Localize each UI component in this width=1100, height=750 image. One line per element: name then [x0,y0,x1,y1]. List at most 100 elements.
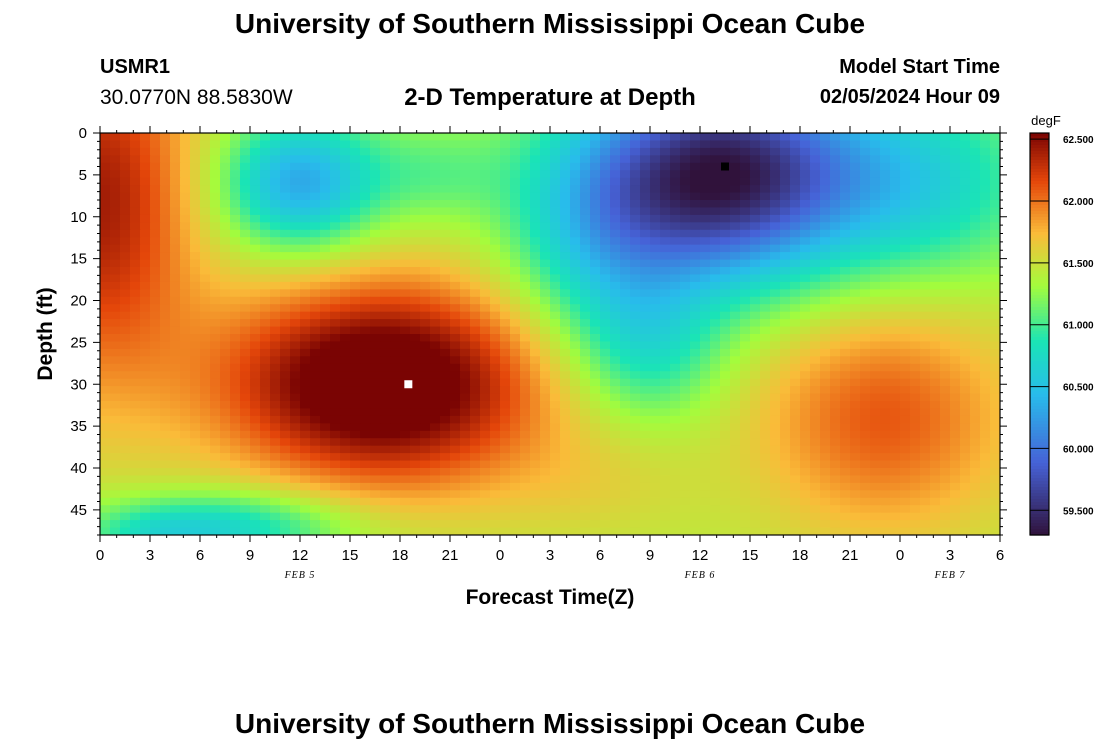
heatmap-cell [460,363,471,372]
heatmap-cell [110,445,121,454]
heatmap-cell [840,326,851,335]
heatmap-cell [200,356,211,365]
heatmap-cell [610,162,621,171]
heatmap-cell [270,267,281,276]
heatmap-cell [120,326,131,335]
heatmap-cell [760,527,771,535]
heatmap-cell [870,386,881,395]
heatmap-cell [620,147,631,156]
heatmap-cell [240,162,251,171]
heatmap-cell [640,304,651,313]
heatmap-cell [350,289,361,298]
heatmap-cell [910,371,921,380]
heatmap-cell [840,147,851,156]
heatmap-cell [740,453,751,462]
heatmap-cell [790,378,801,387]
heatmap-cell [570,304,581,313]
heatmap-cell [800,445,811,454]
heatmap-cell [140,527,151,535]
heatmap-cell [350,371,361,380]
heatmap-cell [670,311,681,320]
heatmap-cell [630,185,641,194]
heatmap-cell [550,423,561,432]
heatmap-cell [720,371,731,380]
heatmap-cell [260,475,271,484]
heatmap-cell [490,527,501,535]
heatmap-cell [770,520,781,529]
heatmap-cell [320,200,331,209]
heatmap-cell [610,304,621,313]
heatmap-cell [170,460,181,469]
heatmap-cell [910,445,921,454]
heatmap-cell [510,274,521,283]
heatmap-cell [370,356,381,365]
heatmap-cell [130,512,141,521]
heatmap-cell [110,326,121,335]
heatmap-cell [610,460,621,469]
heatmap-cell [580,207,591,216]
heatmap-cell [660,162,671,171]
heatmap-cell [900,133,911,142]
heatmap-cell [440,408,451,417]
heatmap-cell [460,371,471,380]
heatmap-cell [360,482,371,491]
heatmap-cell [680,326,691,335]
heatmap-cell [270,229,281,238]
heatmap-cell [330,415,341,424]
heatmap-cell [690,133,701,142]
heatmap-cell [730,423,741,432]
heatmap-cell [480,177,491,186]
heatmap-cell [500,207,511,216]
heatmap-cell [350,133,361,142]
heatmap-cell [600,289,611,298]
heatmap-cell [970,475,981,484]
heatmap-cell [930,267,941,276]
heatmap-cell [640,296,651,305]
heatmap-cell [570,453,581,462]
heatmap-cell [810,222,821,231]
heatmap-cell [120,214,131,223]
heatmap-cell [240,222,251,231]
heatmap-cell [300,482,311,491]
heatmap-cell [580,415,591,424]
heatmap-cell [430,244,441,253]
heatmap-cell [110,475,121,484]
heatmap-cell [730,177,741,186]
heatmap-cell [400,460,411,469]
heatmap-cell [310,505,321,514]
heatmap-cell [870,393,881,402]
heatmap-cell [540,460,551,469]
heatmap-cell [290,274,301,283]
heatmap-cell [850,244,861,253]
heatmap-cell [590,423,601,432]
heatmap-cell [270,475,281,484]
heatmap-cell [810,356,821,365]
heatmap-cell [790,304,801,313]
heatmap-cell [310,200,321,209]
heatmap-cell [340,252,351,261]
heatmap-cell [190,244,201,253]
heatmap-cell [160,430,171,439]
heatmap-cell [850,408,861,417]
heatmap-cell [150,430,161,439]
heatmap-cell [470,438,481,447]
heatmap-cell [730,341,741,350]
heatmap-cell [250,408,261,417]
heatmap-cell [160,147,171,156]
heatmap-cell [330,468,341,477]
heatmap-cell [670,460,681,469]
heatmap-cell [360,274,371,283]
heatmap-cell [340,192,351,201]
heatmap-cell [670,259,681,268]
heatmap-cell [290,259,301,268]
heatmap-cell [980,207,991,216]
heatmap-cell [190,341,201,350]
heatmap-cell [510,430,521,439]
heatmap-cell [720,348,731,357]
heatmap-cell [660,222,671,231]
heatmap-cell [160,356,171,365]
heatmap-cell [740,527,751,535]
heatmap-cell [370,244,381,253]
heatmap-cell [720,244,731,253]
heatmap-cell [370,281,381,290]
